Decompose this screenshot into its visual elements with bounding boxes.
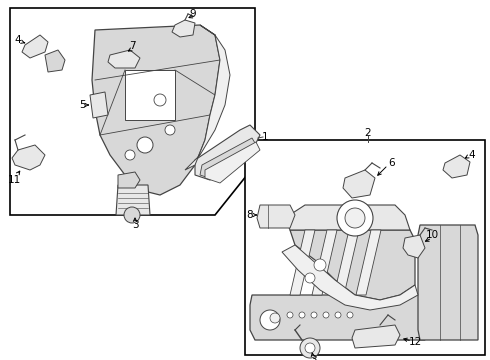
Polygon shape [282, 245, 418, 310]
Text: 8: 8 [246, 210, 253, 220]
Polygon shape [185, 25, 230, 170]
Text: 12: 12 [408, 337, 421, 347]
Polygon shape [108, 50, 140, 68]
Text: 9: 9 [190, 9, 196, 19]
Text: 5: 5 [79, 100, 85, 110]
Polygon shape [205, 142, 260, 183]
Circle shape [154, 94, 166, 106]
Polygon shape [356, 230, 381, 295]
Circle shape [345, 208, 365, 228]
Text: 7: 7 [129, 41, 135, 51]
Polygon shape [22, 35, 48, 58]
Text: 6: 6 [389, 158, 395, 168]
Text: 4: 4 [15, 35, 21, 45]
Circle shape [165, 125, 175, 135]
Circle shape [270, 313, 280, 323]
Polygon shape [312, 230, 337, 295]
Polygon shape [290, 230, 315, 295]
Text: 3: 3 [132, 220, 138, 230]
Polygon shape [195, 125, 260, 180]
Circle shape [137, 137, 153, 153]
Polygon shape [352, 325, 400, 348]
Polygon shape [285, 205, 410, 230]
Polygon shape [245, 140, 485, 355]
Circle shape [299, 312, 305, 318]
Polygon shape [334, 230, 359, 295]
Circle shape [323, 312, 329, 318]
Text: 3: 3 [310, 355, 317, 360]
Circle shape [260, 310, 280, 330]
Text: 10: 10 [425, 230, 439, 240]
Text: 4: 4 [469, 150, 475, 160]
Text: 2: 2 [365, 128, 371, 138]
Polygon shape [172, 20, 195, 37]
Polygon shape [250, 295, 425, 340]
Text: 11: 11 [7, 175, 21, 185]
Circle shape [311, 312, 317, 318]
Circle shape [300, 338, 320, 358]
Polygon shape [418, 225, 478, 340]
Polygon shape [200, 138, 258, 180]
Polygon shape [290, 230, 415, 300]
Polygon shape [125, 70, 175, 120]
Circle shape [335, 312, 341, 318]
Text: 1: 1 [262, 132, 269, 142]
Polygon shape [403, 235, 425, 258]
Circle shape [124, 207, 140, 223]
Circle shape [347, 312, 353, 318]
Polygon shape [116, 185, 150, 215]
Circle shape [314, 259, 326, 271]
Polygon shape [118, 172, 140, 188]
Circle shape [337, 200, 373, 236]
Polygon shape [92, 25, 220, 195]
Circle shape [305, 343, 315, 353]
Circle shape [305, 273, 315, 283]
Circle shape [287, 312, 293, 318]
Polygon shape [12, 145, 45, 170]
Polygon shape [443, 155, 470, 178]
Polygon shape [257, 205, 295, 228]
Polygon shape [45, 50, 65, 72]
Polygon shape [343, 170, 375, 198]
Polygon shape [90, 92, 108, 118]
Polygon shape [10, 8, 255, 215]
Circle shape [125, 150, 135, 160]
